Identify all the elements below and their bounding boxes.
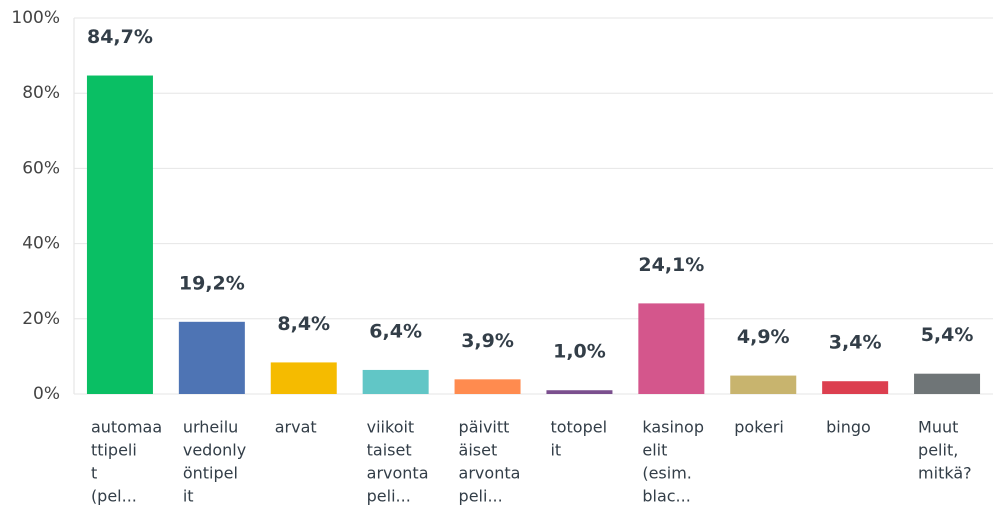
value-label: 19,2% <box>179 272 245 294</box>
value-label: 1,0% <box>553 341 606 363</box>
x-tick-label: öntipel <box>183 464 238 483</box>
x-tick-label: ttipeli <box>91 441 137 460</box>
y-tick-label: 80% <box>22 83 60 103</box>
bar <box>822 381 889 394</box>
value-label: 24,1% <box>638 254 704 276</box>
x-tick-label: it <box>550 441 561 460</box>
bar <box>914 373 981 394</box>
x-tick-label: päivitt <box>459 418 510 437</box>
bar <box>178 321 245 394</box>
x-tick-label: automaa <box>91 418 162 437</box>
bar <box>270 362 337 394</box>
y-tick-label: 40% <box>22 234 60 254</box>
bar <box>362 369 429 394</box>
x-tick-label: bingo <box>826 418 871 437</box>
x-tick-label: viikoit <box>367 418 415 437</box>
x-tick-label: kasinop <box>642 418 704 437</box>
x-tick-label: arvat <box>275 418 317 437</box>
x-tick-label: peli... <box>459 487 503 506</box>
y-tick-label: 20% <box>22 309 60 329</box>
x-tick-label: urheilu <box>183 418 238 437</box>
y-tick-label: 100% <box>11 8 60 28</box>
value-label: 5,4% <box>921 324 974 346</box>
x-tick-label: totopel <box>550 418 607 437</box>
x-tick-label: arvonta <box>367 464 429 483</box>
value-label: 6,4% <box>369 320 422 342</box>
x-tick-label: elit <box>642 441 667 460</box>
x-tick-label: blac... <box>642 487 690 506</box>
x-tick-label: Muut <box>918 418 958 437</box>
bar <box>546 390 613 394</box>
value-label: 3,4% <box>829 332 882 354</box>
x-tick-label: taiset <box>367 441 412 460</box>
bar <box>86 75 153 394</box>
x-tick-label: äiset <box>459 441 498 460</box>
value-label: 84,7% <box>87 26 153 48</box>
x-tick-label: it <box>183 487 194 506</box>
x-tick-label: t <box>91 464 97 483</box>
x-tick-label: (pel... <box>91 487 137 506</box>
x-tick-label: pokeri <box>734 418 784 437</box>
x-tick-label: arvonta <box>459 464 521 483</box>
bar <box>638 303 705 394</box>
bar <box>454 379 521 394</box>
x-tick-label: vedonly <box>183 441 246 460</box>
value-label: 3,9% <box>461 330 514 352</box>
x-tick-label: peli... <box>367 487 411 506</box>
bar <box>730 375 797 394</box>
x-tick-label: (esim. <box>642 464 692 483</box>
x-tick-label: mitkä? <box>918 464 972 483</box>
value-label: 4,9% <box>737 326 790 348</box>
x-tick-label: pelit, <box>918 441 958 460</box>
value-label: 8,4% <box>277 313 330 335</box>
y-tick-label: 60% <box>22 158 60 178</box>
y-tick-label: 0% <box>33 384 60 404</box>
